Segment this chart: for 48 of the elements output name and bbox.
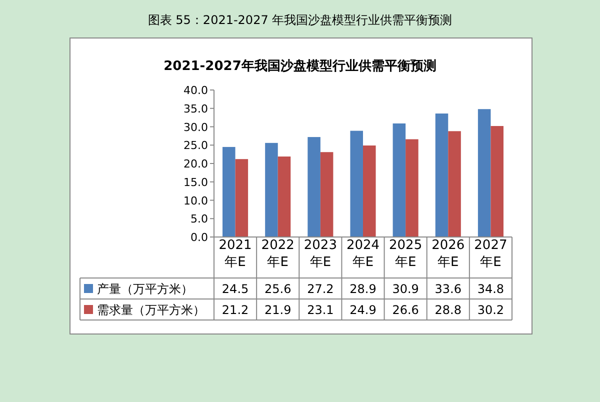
- data-label: 21.9: [264, 303, 292, 317]
- x-tick-label: 2022年E: [261, 238, 294, 270]
- y-tick-label: 30.0: [184, 120, 208, 134]
- bar: [490, 126, 504, 237]
- data-label: 30.9: [392, 282, 419, 296]
- bar: [265, 142, 278, 237]
- bar: [350, 130, 363, 237]
- bar: [222, 146, 236, 237]
- data-label: 21.2: [222, 303, 249, 317]
- bar: [435, 114, 448, 237]
- data-label: 25.6: [264, 282, 292, 296]
- x-tick-label: 2021年E: [218, 238, 252, 270]
- x-tick-label: 2025年E: [389, 238, 422, 270]
- y-tick-label: 10.0: [184, 194, 208, 208]
- y-tick-label: 40.0: [184, 84, 208, 97]
- chart-subtitle: 2021-2027年我国沙盘模型行业供需平衡预测: [164, 58, 436, 74]
- data-label: 24.5: [222, 282, 249, 296]
- bar: [363, 145, 376, 237]
- y-tick-label: 0.0: [190, 231, 208, 244]
- x-tick-label: 2024年E: [346, 238, 380, 270]
- bar: [235, 159, 248, 237]
- y-tick-label: 35.0: [184, 102, 208, 116]
- x-tick-label: 2027年E: [474, 238, 508, 270]
- bar: [392, 123, 406, 237]
- data-label: 30.2: [477, 303, 504, 317]
- y-tick-label: 5.0: [190, 212, 208, 226]
- data-label: 33.6: [434, 282, 462, 296]
- data-label: 34.8: [477, 282, 504, 296]
- y-tick-label: 20.0: [184, 158, 208, 170]
- legend-label: 产量（万平方米）: [97, 282, 193, 296]
- data-label: 23.1: [307, 303, 334, 317]
- bar: [478, 109, 491, 237]
- bar: [406, 139, 418, 237]
- bar: [448, 131, 461, 237]
- bar: [308, 137, 320, 237]
- legend-label: 需求量（万平方米）: [97, 303, 205, 317]
- y-tick-label: 15.0: [184, 176, 208, 189]
- x-tick-label: 2023年E: [304, 238, 337, 270]
- data-label: 24.9: [350, 303, 376, 317]
- bar: [320, 152, 334, 237]
- y-tick-label: 25.0: [184, 139, 208, 152]
- data-label: 28.9: [350, 282, 376, 296]
- data-label: 26.6: [392, 303, 419, 317]
- data-label: 28.8: [434, 303, 462, 317]
- x-tick-label: 2026年E: [432, 238, 465, 270]
- data-label: 27.2: [307, 282, 334, 296]
- chart-title: 图表 55：2021-2027 年我国沙盘模型行业供需平衡预测: [148, 13, 452, 27]
- bar: [278, 156, 291, 237]
